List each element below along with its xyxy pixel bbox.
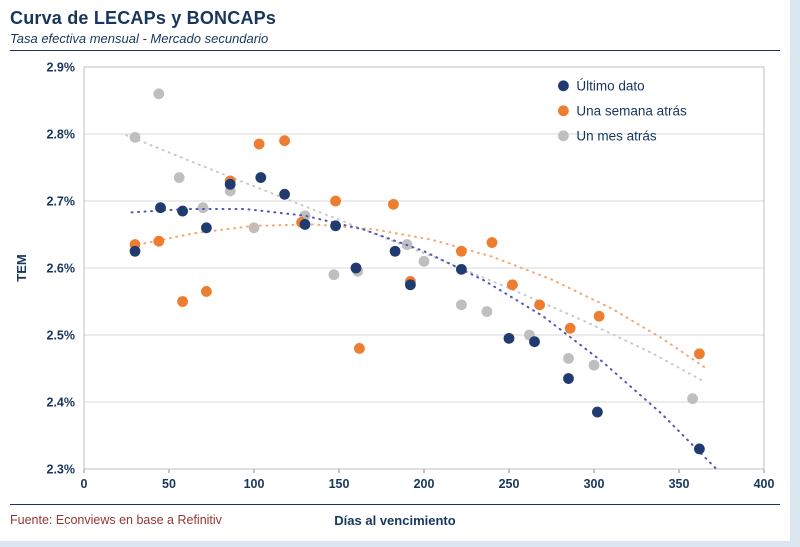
legend-marker-1 <box>558 105 569 117</box>
y-tick-label: 2.7% <box>47 195 76 209</box>
legend-marker-0 <box>558 80 569 92</box>
scatter-point-series-1 <box>201 286 212 297</box>
scatter-point-series-1 <box>456 245 467 257</box>
x-tick-label: 300 <box>584 477 605 491</box>
y-tick-label: 2.6% <box>47 262 76 276</box>
legend-label-0: Último dato <box>576 78 644 93</box>
scatter-point-series-1 <box>534 299 545 311</box>
scatter-point-series-1 <box>330 195 341 207</box>
scatter-point-series-2 <box>197 202 209 214</box>
scatter-point-series-2 <box>328 269 340 281</box>
scatter-point-series-0 <box>155 202 166 214</box>
legend-label-2: Un mes atrás <box>576 128 657 143</box>
x-tick-label: 350 <box>669 477 690 491</box>
scatter-point-series-0 <box>563 373 574 384</box>
scatter-point-series-2 <box>129 131 141 143</box>
scatter-point-series-2 <box>153 88 165 100</box>
scatter-point-series-0 <box>201 222 212 234</box>
scatter-point-series-1 <box>486 237 498 248</box>
report-page: Curva de LECAPs y BONCAPs Tasa efectiva … <box>0 0 790 541</box>
scatter-point-series-0 <box>350 262 362 274</box>
x-tick-label: 0 <box>81 477 88 491</box>
footer-divider <box>10 504 780 505</box>
chart-area: 2.3% 2.4% 2.5% 2.6% 2.7% 2.8% 2.9% 0 50 100 150 200… <box>10 55 780 502</box>
legend-marker-2 <box>558 130 569 142</box>
x-tick-label: 50 <box>162 477 176 491</box>
scatter-point-series-2 <box>563 353 574 364</box>
scatter-point-series-0 <box>177 205 189 217</box>
scatter-point-series-0 <box>389 245 401 257</box>
scatter-point-series-1 <box>564 322 576 334</box>
scatter-point-series-1 <box>593 310 605 322</box>
trendline-series-0 <box>130 208 718 470</box>
page-title: Curva de LECAPs y BONCAPs <box>10 8 277 28</box>
scatter-point-series-0 <box>592 406 603 418</box>
y-axis-title: TEM <box>14 254 29 281</box>
page-subtitle: Tasa efectiva mensual - Mercado secundar… <box>10 31 269 46</box>
scatter-point-series-1 <box>388 198 399 210</box>
source-note: Fuente: Econviews en base a Refinitiv <box>10 513 222 527</box>
y-tick-label: 2.3% <box>47 463 76 477</box>
trendline-series-1 <box>130 223 706 369</box>
scatter-point-series-2 <box>456 299 467 311</box>
scatter-point-series-2 <box>588 359 600 371</box>
y-tick-label: 2.8% <box>47 128 76 142</box>
footer-row: Días al vencimiento Fuente: Econviews en… <box>10 509 780 533</box>
scatter-point-series-1 <box>507 279 518 291</box>
scatter-point-series-2 <box>173 172 185 183</box>
x-tick-label: 100 <box>244 477 265 491</box>
scatter-point-series-2 <box>248 222 260 234</box>
scatter-point-series-2 <box>687 393 698 405</box>
y-tick-label: 2.4% <box>47 396 76 410</box>
scatter-point-series-0 <box>405 279 416 291</box>
scatter-point-series-1 <box>253 138 265 150</box>
x-tick-label: 250 <box>499 477 520 491</box>
scatter-point-series-2 <box>481 306 493 317</box>
y-tick-label: 2.5% <box>47 329 76 343</box>
scatter-point-series-2 <box>418 255 430 267</box>
y-tick-label: 2.9% <box>47 61 76 75</box>
scatter-point-series-0 <box>299 219 311 230</box>
scatter-point-series-1 <box>354 343 365 354</box>
legend-label-1: Una semana atrás <box>576 103 687 118</box>
scatter-point-series-1 <box>279 135 290 147</box>
x-tick-label: 150 <box>329 477 350 491</box>
scatter-point-series-0 <box>694 443 705 455</box>
header-divider <box>10 50 780 51</box>
x-axis-title: Días al vencimiento <box>334 513 456 528</box>
scatter-point-series-0 <box>456 263 467 275</box>
scatter-point-series-1 <box>694 348 705 360</box>
x-tick-label: 400 <box>754 477 775 491</box>
scatter-point-series-0 <box>503 332 515 344</box>
scatter-point-series-0 <box>224 178 236 190</box>
x-tick-label: 200 <box>414 477 435 491</box>
scatter-point-series-0 <box>279 188 290 200</box>
scatter-point-series-1 <box>177 296 189 307</box>
scatter-point-series-0 <box>255 172 267 183</box>
chart-svg: 2.3% 2.4% 2.5% 2.6% 2.7% 2.8% 2.9% 0 50 100 150 200… <box>14 61 775 492</box>
scatter-point-series-0 <box>529 336 540 348</box>
trendline-series-2 <box>125 134 706 383</box>
scatter-point-series-0 <box>129 245 141 257</box>
scatter-point-series-1 <box>153 235 165 247</box>
plot-border <box>83 66 765 470</box>
scatter-point-series-0 <box>330 220 341 232</box>
